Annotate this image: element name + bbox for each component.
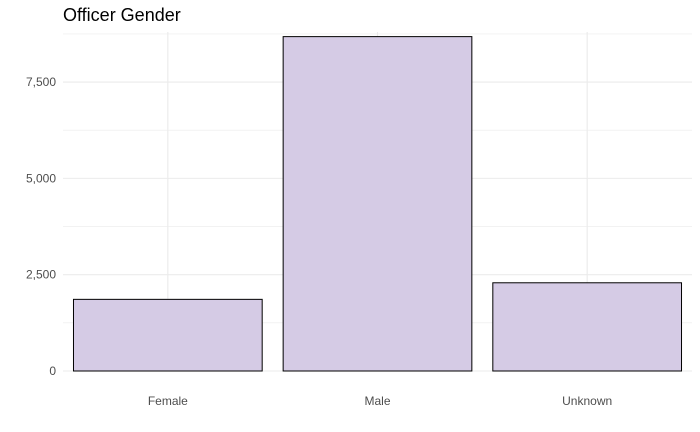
y-axis-ticks: 0 2,500 5,000 7,500: [26, 75, 56, 378]
x-tick-label: Unknown: [562, 394, 612, 408]
y-tick-label: 7,500: [26, 75, 56, 89]
y-tick-label: 0: [49, 364, 56, 378]
x-axis-ticks: Female Male Unknown: [148, 394, 612, 408]
x-tick-label: Male: [364, 394, 390, 408]
bar-unknown: [492, 282, 683, 372]
chart-title: Officer Gender: [63, 5, 181, 25]
bar-male: [282, 36, 473, 372]
y-tick-label: 5,000: [26, 171, 56, 185]
y-tick-label: 2,500: [26, 268, 56, 282]
x-tick-label: Female: [148, 394, 188, 408]
bars: [72, 36, 683, 372]
bar-female: [72, 298, 263, 372]
